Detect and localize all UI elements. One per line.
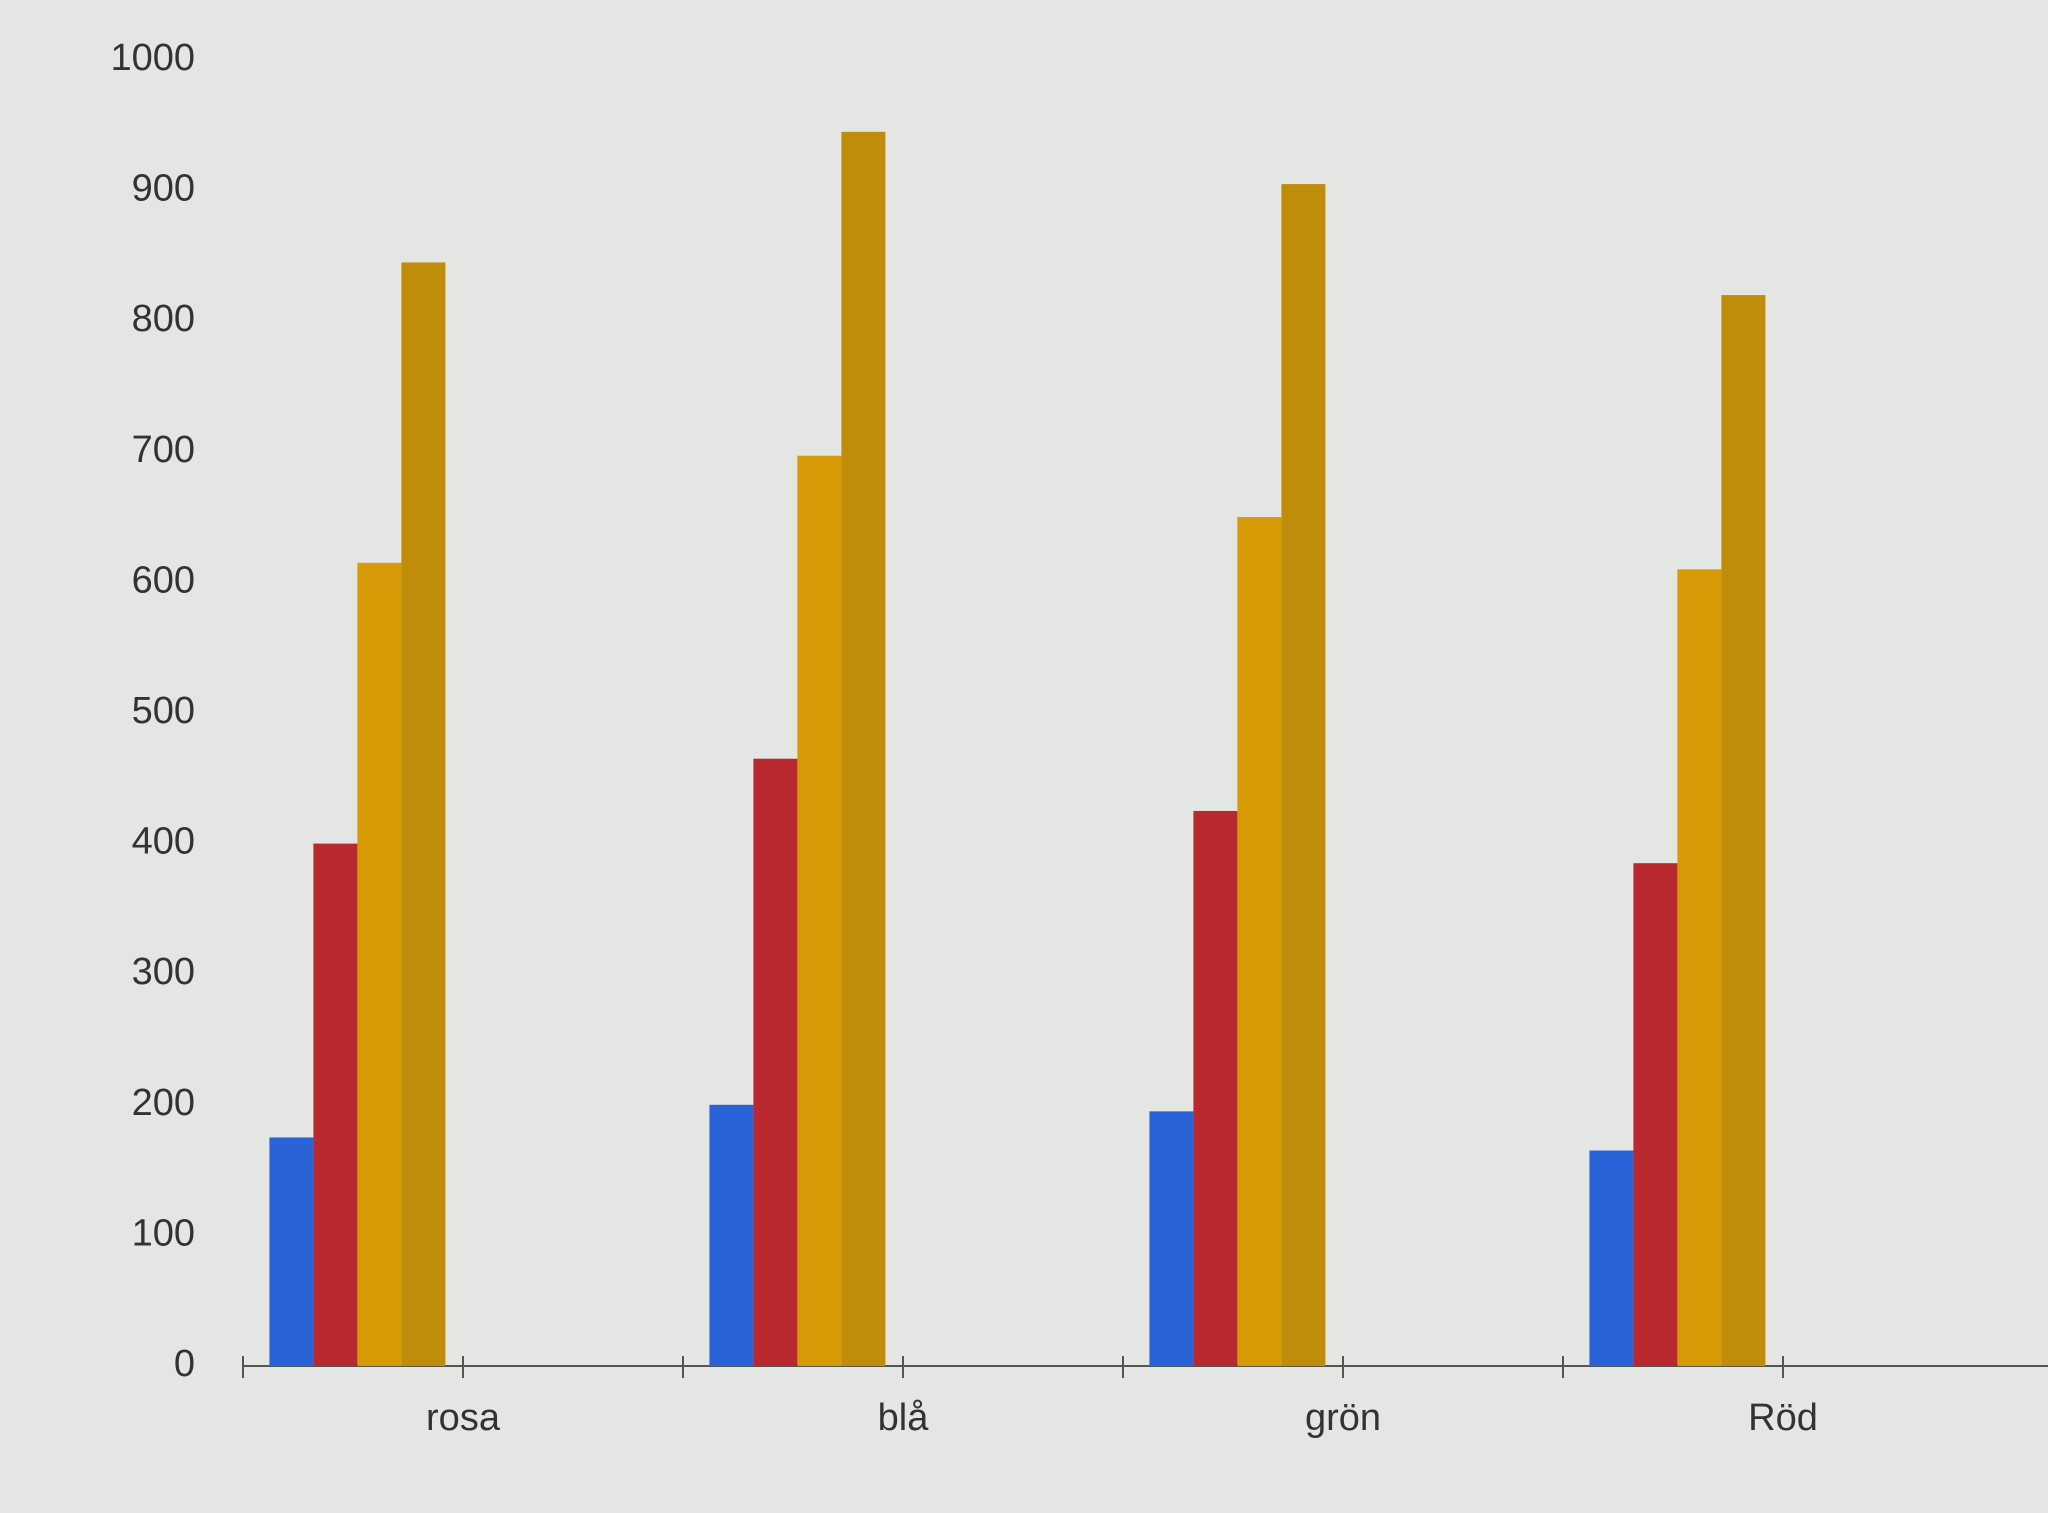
y-tick-label: 400 [132,821,195,863]
x-tick-label: blå [878,1397,930,1439]
bar [1677,569,1722,1366]
bar [1633,863,1678,1366]
bar [357,562,402,1366]
bar [1237,517,1282,1366]
y-tick-label: 100 [132,1212,195,1254]
y-tick-label: 300 [132,951,195,993]
bar [269,1137,314,1366]
bar [709,1104,754,1366]
y-tick-label: 800 [132,298,195,340]
x-tick-label: rosa [426,1397,501,1439]
bar [401,262,446,1367]
y-tick-label: 1000 [110,37,195,79]
y-tick-label: 500 [132,690,195,732]
x-tick-label: grön [1305,1397,1381,1439]
bar [753,758,798,1366]
x-tick-label: Röd [1748,1397,1818,1439]
y-tick-label: 0 [174,1343,195,1385]
bar [1589,1150,1634,1366]
bar [1281,184,1326,1366]
bar [797,455,842,1366]
y-tick-label: 200 [132,1082,195,1124]
bar [1193,810,1238,1366]
bar [313,843,358,1366]
bar [841,131,886,1367]
bar [1721,295,1766,1367]
y-tick-label: 600 [132,559,195,601]
bar [1149,1111,1194,1366]
y-tick-label: 900 [132,168,195,210]
y-tick-label: 700 [132,429,195,471]
